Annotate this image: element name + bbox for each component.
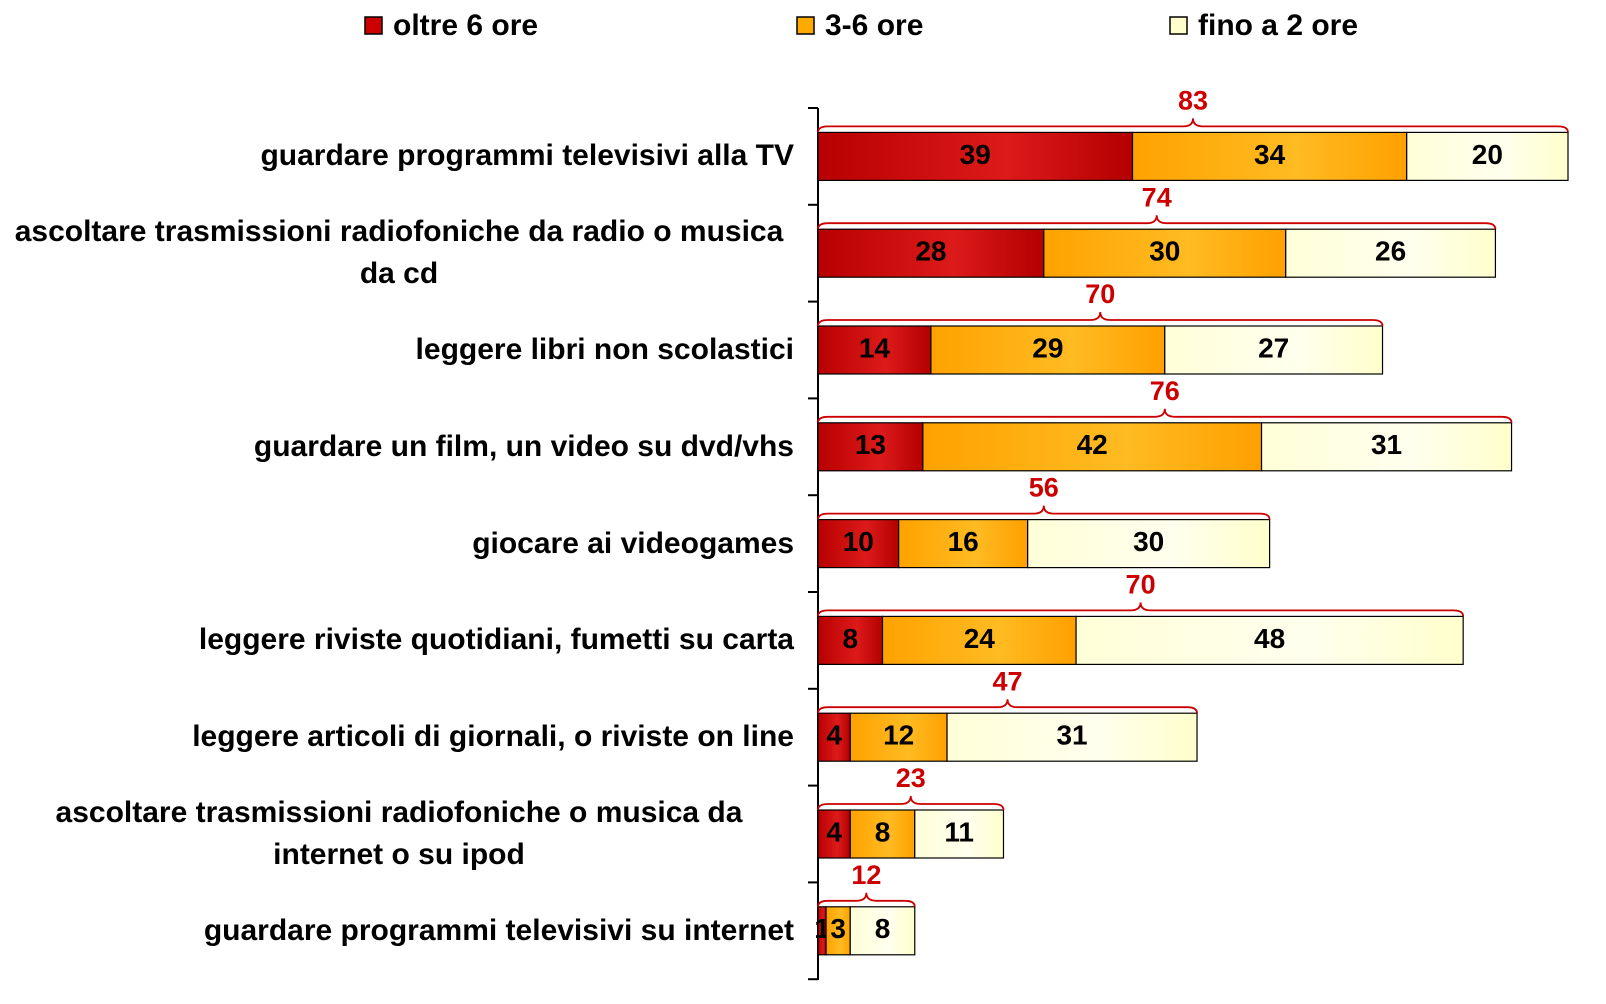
bar-segment [849,906,916,956]
value-label: 30 [1133,526,1164,557]
total-brace [817,892,916,907]
value-label: 8 [842,623,858,654]
legend-label: oltre 6 ore [393,9,538,42]
bar-segment [1406,131,1569,181]
value-label: 8 [875,816,891,847]
bar-segment [1285,228,1497,278]
value-label: 13 [855,429,886,460]
total-brace [817,505,1271,520]
value-label: 20 [1472,139,1503,170]
bar-segment [1027,518,1271,569]
legend-swatch [1169,16,1188,35]
bar-segment [881,615,1077,666]
category-label: ascoltare trasmissioni radiofoniche o mu… [55,796,743,871]
value-label: 48 [1254,623,1285,654]
legend-swatch [796,16,815,35]
bar-segment [1131,131,1408,181]
value-label: 28 [915,236,946,267]
bar-segment [849,712,948,762]
value-label: 4 [826,720,842,751]
category-label: giocare ai videogames [472,526,794,560]
bar-segment [817,518,900,569]
value-label: 29 [1032,332,1063,363]
total-label: 47 [992,666,1022,696]
bar-segment [946,712,1198,762]
bar-segment [817,325,932,375]
bar-segment [1075,615,1464,666]
total-label: 12 [851,860,881,890]
bar-segment [1043,228,1287,278]
total-brace [817,118,1569,133]
bar-segment [1260,422,1513,472]
value-label: 8 [875,913,891,944]
total-label: 76 [1150,376,1180,406]
legend-label: fino a 2 ore [1198,9,1358,42]
value-label: 4 [826,816,842,847]
total-brace [817,699,1198,714]
total-brace [817,408,1513,423]
total-label: 70 [1126,570,1156,600]
bar-segment [817,712,851,762]
total-brace [817,311,1384,327]
value-label: 30 [1149,236,1180,267]
value-label: 39 [960,139,991,170]
value-label: 26 [1375,236,1406,267]
category-label: ascoltare trasmissioni radiofoniche da r… [14,215,784,291]
total-label: 70 [1085,279,1115,309]
bar-segment [1164,325,1384,375]
value-label: 24 [964,623,996,654]
value-label: 42 [1077,429,1108,460]
value-label: 27 [1258,332,1289,363]
legend-swatch [364,16,383,35]
bar-segment [817,809,851,859]
value-label: 12 [883,720,914,751]
bar-segment [898,518,1029,569]
value-label: 31 [1371,429,1402,460]
value-label: 34 [1254,139,1286,170]
total-brace [817,215,1497,230]
bar-segment [817,422,924,472]
bar-segment [849,809,916,859]
category-label: guardare programmi televisivi su interne… [203,913,794,947]
bar-segment [914,809,1005,859]
legend-label: 3-6 ore [825,9,923,42]
value-label: 11 [944,816,974,847]
category-label: leggere libri non scolastici [415,333,794,366]
category-label: guardare un film, un video su dvd/vhs [253,429,794,463]
bar-segment [817,228,1045,278]
value-label: 31 [1056,720,1087,751]
bar-segment [825,906,851,956]
value-label: 14 [859,332,891,363]
total-brace [817,602,1465,617]
total-label: 74 [1142,182,1172,212]
value-label: 3 [830,913,846,944]
bar-segment [817,131,1134,181]
category-label: leggere articoli di giornali, o riviste … [192,720,794,754]
total-label: 23 [896,763,926,793]
value-label: 16 [948,526,979,557]
total-label: 56 [1029,473,1059,503]
total-label: 83 [1178,86,1208,116]
bar-segment [922,422,1263,472]
value-label: 10 [843,526,874,557]
bar-segment [817,615,884,666]
total-brace [817,795,1005,811]
category-label: guardare programmi televisivi alla TV [260,139,794,173]
category-label: leggere riviste quotidiani, fumetti su c… [198,623,794,657]
